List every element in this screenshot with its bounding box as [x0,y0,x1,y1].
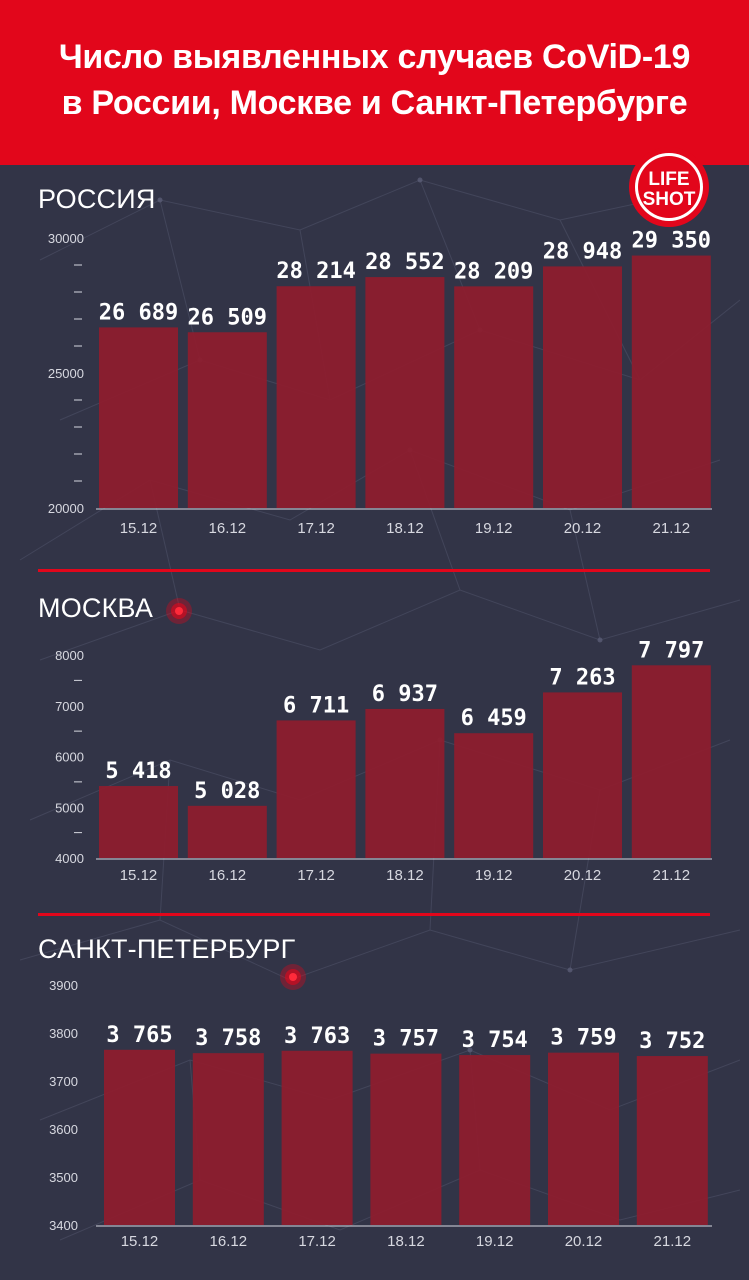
bar-value-label: 29 350 [632,229,711,254]
bar [187,332,267,508]
bar [543,266,622,508]
x-tick-label: 21.12 [654,1233,692,1250]
x-tick-label: 21.12 [653,520,691,537]
bar [631,665,711,858]
bar-value-label: 6 937 [372,682,438,707]
bar-value-label: 26 689 [99,300,178,325]
bar [365,277,445,508]
section-title-spb: САНКТ-ПЕТЕРБУРГ [38,934,296,964]
bar [454,286,534,508]
bar-value-label: 28 552 [365,250,444,275]
y-tick-label: 3500 [49,1170,78,1185]
bar-value-label: 28 948 [543,239,622,264]
bar-value-label: 3 757 [373,1027,439,1052]
bar [192,1053,264,1225]
divider-1 [38,569,710,572]
bar-value-label: 7 797 [638,638,704,663]
lifeshot-logo: LIFE SHOT [629,147,709,227]
bar-value-label: 28 214 [276,259,355,284]
bar-value-label: 3 758 [195,1026,261,1051]
logo-text-shot: SHOT [643,189,696,210]
x-tick-label: 17.12 [298,1233,336,1250]
y-tick-label: 3800 [49,1026,78,1041]
logo-text-life: LIFE [648,169,689,190]
y-tick-label: 3700 [49,1074,78,1089]
bar [365,708,445,858]
title-line-2: в России, Москве и Санкт-Петербурге [61,84,688,122]
bar [636,1056,708,1225]
x-tick-label: 19.12 [475,520,513,537]
x-tick-label: 17.12 [297,520,335,537]
y-tick-label: 6000 [55,750,84,765]
y-tick-label: 25000 [48,366,84,381]
x-tick-label: 18.12 [387,1233,425,1250]
x-tick-label: 18.12 [386,867,424,884]
bar [454,733,534,858]
y-tick-label: 4000 [55,851,84,866]
bar-value-label: 7 263 [549,665,615,690]
bar-value-label: 5 028 [194,779,260,804]
bar-value-label: 3 759 [550,1026,616,1051]
x-tick-label: 15.12 [120,867,158,884]
x-tick-label: 16.12 [209,867,247,884]
x-tick-label: 20.12 [565,1233,603,1250]
y-tick-label: 3400 [49,1218,78,1233]
bar [281,1050,353,1225]
x-tick-label: 16.12 [210,1233,248,1250]
y-tick-label: 7000 [55,699,84,714]
x-tick-label: 18.12 [386,520,424,537]
x-tick-label: 16.12 [209,520,247,537]
x-tick-label: 20.12 [564,520,602,537]
y-tick-label: 30000 [48,231,84,246]
y-tick-label: 3900 [49,978,78,993]
bar [99,786,178,858]
divider-2 [38,913,710,916]
y-tick-label: 20000 [48,501,84,516]
bar [99,327,178,508]
bar-value-label: 3 765 [106,1023,172,1048]
x-tick-label: 19.12 [476,1233,514,1250]
bar [459,1055,531,1225]
bar [276,720,356,858]
bar-value-label: 3 763 [284,1024,350,1049]
y-tick-label: 8000 [55,648,84,663]
bar-value-label: 26 509 [188,305,267,330]
spb-location-marker-icon [280,964,306,990]
bar-value-label: 6 711 [283,693,349,718]
x-tick-label: 15.12 [120,520,158,537]
moscow-location-marker-icon [166,598,192,624]
x-tick-label: 19.12 [475,867,513,884]
y-tick-label: 3600 [49,1122,78,1137]
bar-value-label: 5 418 [105,759,171,784]
bar-value-label: 6 459 [461,706,527,731]
bar [548,1052,619,1225]
title-line-1: Число выявленных случаев CoViD-19 [58,38,691,76]
bar [543,692,622,858]
x-tick-label: 21.12 [653,867,691,884]
bar-value-label: 28 209 [454,259,533,284]
bar-value-label: 3 754 [462,1028,528,1053]
bar [276,286,356,508]
bar [631,255,711,508]
bar [187,805,267,858]
bar [370,1053,442,1225]
page-title: Число выявленных случаев CoViD-19 в Росс… [0,34,749,126]
y-tick-label: 5000 [55,800,84,815]
x-tick-label: 20.12 [564,867,602,884]
bar-value-label: 3 752 [639,1029,705,1054]
section-title-russia: РОССИЯ [38,184,156,214]
x-tick-label: 15.12 [121,1233,159,1250]
section-title-moscow: МОСКВА [38,593,154,623]
x-tick-label: 17.12 [297,867,335,884]
bar [104,1049,175,1225]
header-banner: Число выявленных случаев CoViD-19 в Росс… [0,0,749,165]
